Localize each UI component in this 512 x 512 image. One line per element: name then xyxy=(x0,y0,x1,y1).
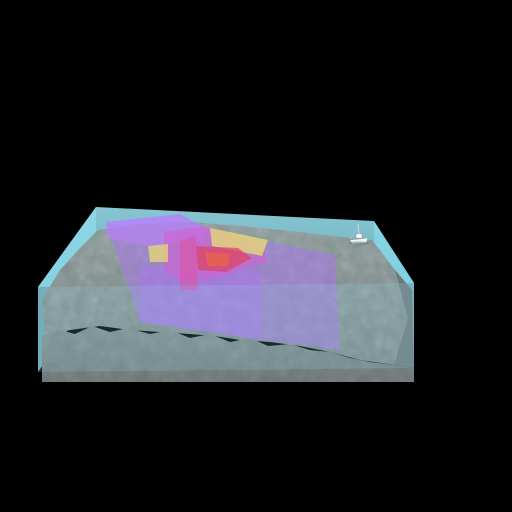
research-vessel xyxy=(349,223,369,245)
water-front-face xyxy=(38,283,414,372)
pollution-plume xyxy=(106,214,340,350)
terrain-block xyxy=(42,222,414,382)
